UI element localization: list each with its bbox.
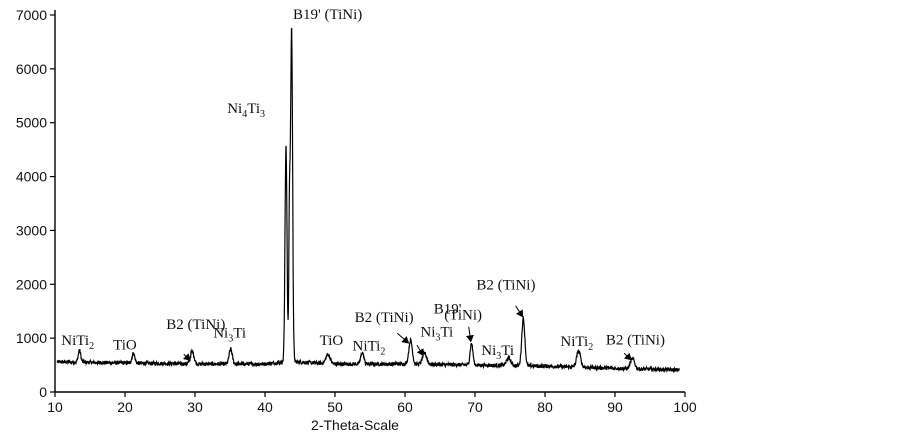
annotation-arrow [465,326,474,343]
x-axis-title: 2-Theta-Scale [311,417,399,433]
annotation-arrow [396,332,410,344]
phase-label: Ni4Ti3 [227,101,265,120]
x-tick-label: 70 [467,399,483,415]
x-tick-label: 30 [187,399,203,415]
phase-label: Ni3Ti [213,326,246,345]
phase-label: Ni3Ti [481,343,514,362]
peak-arrows [182,305,632,361]
plot-area: 0 1000 2000 3000 4000 5000 6000 7000 10 20 30 40 50… [16,7,697,433]
phase-label: B19' [434,301,462,317]
y-axis-ticks: 0 1000 2000 3000 4000 5000 6000 7000 [16,7,55,400]
y-tick-label: 6000 [16,61,47,77]
x-tick-label: 50 [327,399,343,415]
y-tick-label: 0 [39,384,47,400]
annotation-arrow [416,344,424,357]
phase-label: NiTi2 [61,333,94,352]
phase-label: (TiNi) [444,307,482,323]
x-tick-label: 20 [117,399,133,415]
phase-label: B19' (TiNi) [293,7,362,23]
annotation-arrow [515,305,524,318]
phase-label: TiO [113,337,137,353]
x-tick-label: 90 [607,399,623,415]
x-tick-label: 40 [257,399,273,415]
y-tick-label: 7000 [16,7,47,23]
phase-label: B2 (TiNi) [476,278,535,294]
y-tick-label: 5000 [16,115,47,131]
x-tick-label: 10 [47,399,63,415]
y-tick-label: 1000 [16,330,47,346]
x-tick-label: 80 [537,399,553,415]
phase-label: NiTi2 [353,339,386,358]
x-tick-label: 100 [673,399,697,415]
phase-label: B2 (TiNi) [355,310,414,326]
phase-label: B2 (TiNi) [606,333,665,349]
phase-label: NiTi2 [560,334,593,353]
y-tick-label: 4000 [16,169,47,185]
phase-label: TiO [320,333,344,349]
x-tick-label: 60 [397,399,413,415]
annotation-arrow [182,353,191,361]
y-tick-label: 3000 [16,222,47,238]
y-tick-label: 2000 [16,276,47,292]
phase-label: B2 (TiNi) [166,317,225,333]
annotation-arrow [623,352,632,361]
phase-label: Ni3Ti [420,325,453,344]
xrd-trace [56,27,680,374]
x-axis-ticks: 10 20 30 40 50 60 70 80 90 100 [47,392,697,415]
